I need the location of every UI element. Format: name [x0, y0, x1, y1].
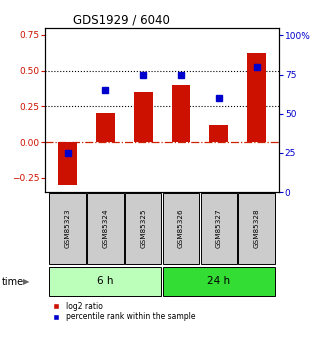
Bar	[125, 193, 161, 265]
Bar	[87, 193, 124, 265]
Bar	[201, 193, 237, 265]
Bar	[58, 142, 77, 185]
Text: GSM85326: GSM85326	[178, 209, 184, 248]
Legend: log2 ratio, percentile rank within the sample: log2 ratio, percentile rank within the s…	[49, 302, 196, 322]
Bar	[134, 92, 153, 142]
Bar	[209, 125, 228, 142]
Text: GDS1929 / 6040: GDS1929 / 6040	[73, 13, 170, 27]
Bar	[163, 193, 199, 265]
Bar	[171, 85, 190, 142]
Text: 24 h: 24 h	[207, 276, 230, 286]
Text: GSM85327: GSM85327	[216, 209, 222, 248]
Text: GSM85323: GSM85323	[65, 209, 71, 248]
Text: GSM85324: GSM85324	[102, 209, 108, 248]
Text: GSM85325: GSM85325	[140, 209, 146, 248]
Bar	[247, 53, 266, 142]
Text: time: time	[2, 277, 24, 287]
Bar	[239, 193, 275, 265]
Bar	[96, 114, 115, 142]
Bar	[49, 267, 161, 296]
Text: 6 h: 6 h	[97, 276, 114, 286]
Text: GSM85328: GSM85328	[254, 209, 260, 248]
Text: ▶: ▶	[23, 277, 30, 286]
Bar	[163, 267, 275, 296]
Bar	[49, 193, 86, 265]
